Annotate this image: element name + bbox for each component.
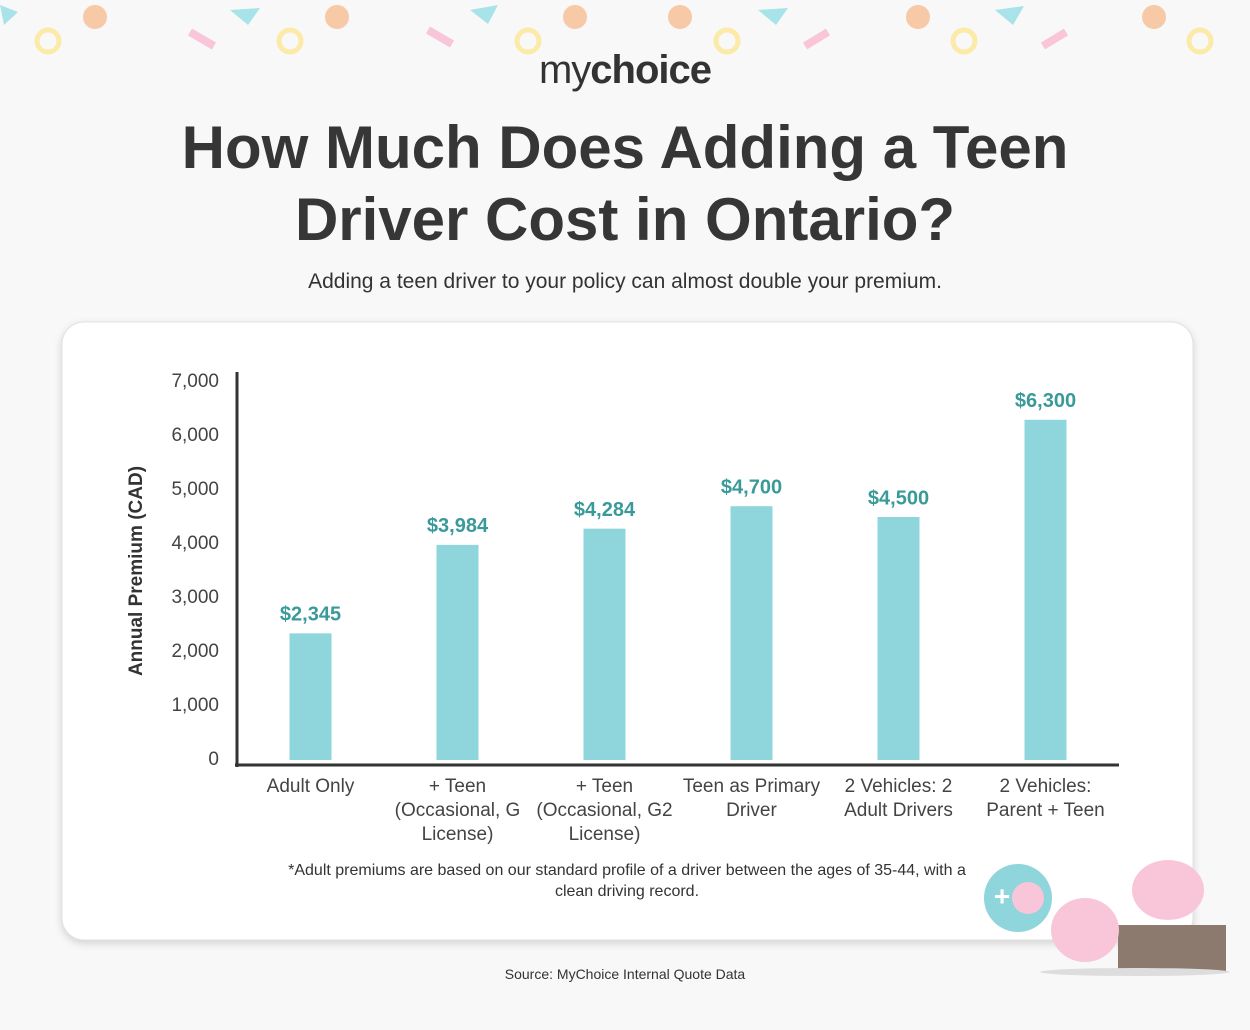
y-tick-label: 4,000 — [171, 533, 219, 554]
value-label: $4,500 — [868, 487, 929, 509]
logo-my: my — [538, 48, 591, 92]
y-axis-title: Annual Premium (CAD) — [126, 466, 147, 676]
value-label: $3,984 — [427, 515, 489, 537]
y-tick-label: 5,000 — [171, 479, 219, 500]
bar — [289, 633, 332, 760]
value-label: $4,284 — [574, 499, 636, 521]
y-tick-label: 2,000 — [171, 641, 219, 662]
footnote: *Adult premiums are based on our standar… — [288, 862, 966, 900]
bar — [730, 506, 773, 760]
y-tick-label: 6,000 — [171, 425, 219, 446]
x-tick-label: 2 Vehicles: 2 Adult Drivers — [844, 776, 953, 821]
value-label: $6,300 — [1015, 390, 1076, 412]
title: How Much Does Adding a Teen Driver Cost … — [181, 114, 1069, 253]
y-tick-label: 0 — [208, 749, 219, 770]
confetti — [0, 5, 1214, 55]
y-tick-label: 1,000 — [171, 695, 219, 716]
bar — [877, 517, 920, 760]
y-tick-label: 7,000 — [171, 371, 219, 392]
mascots: + — [984, 860, 1230, 976]
y-tick-label: 3,000 — [171, 587, 219, 608]
x-tick-label: Teen as Primary Driver — [682, 776, 821, 821]
card — [61, 321, 1194, 941]
bar — [436, 544, 479, 760]
x-tick-label: + Teen (Occasional, G License) — [394, 776, 521, 845]
svg-text:+: + — [994, 880, 1010, 911]
bar — [1024, 419, 1067, 760]
logo: mychoice — [0, 48, 1250, 93]
value-label: $2,345 — [280, 604, 341, 626]
x-tick-label: + Teen (Occasional, G2 License) — [536, 776, 673, 845]
bar — [583, 528, 626, 760]
logo-choice: choice — [590, 48, 712, 92]
subtitle: Adding a teen driver to your policy can … — [308, 270, 942, 293]
x-tick-label: Adult Only — [266, 776, 355, 797]
value-label: $4,700 — [721, 476, 782, 498]
source: Source: MyChoice Internal Quote Data — [504, 966, 746, 982]
x-tick-label: 2 Vehicles: Parent + Teen — [986, 776, 1105, 821]
